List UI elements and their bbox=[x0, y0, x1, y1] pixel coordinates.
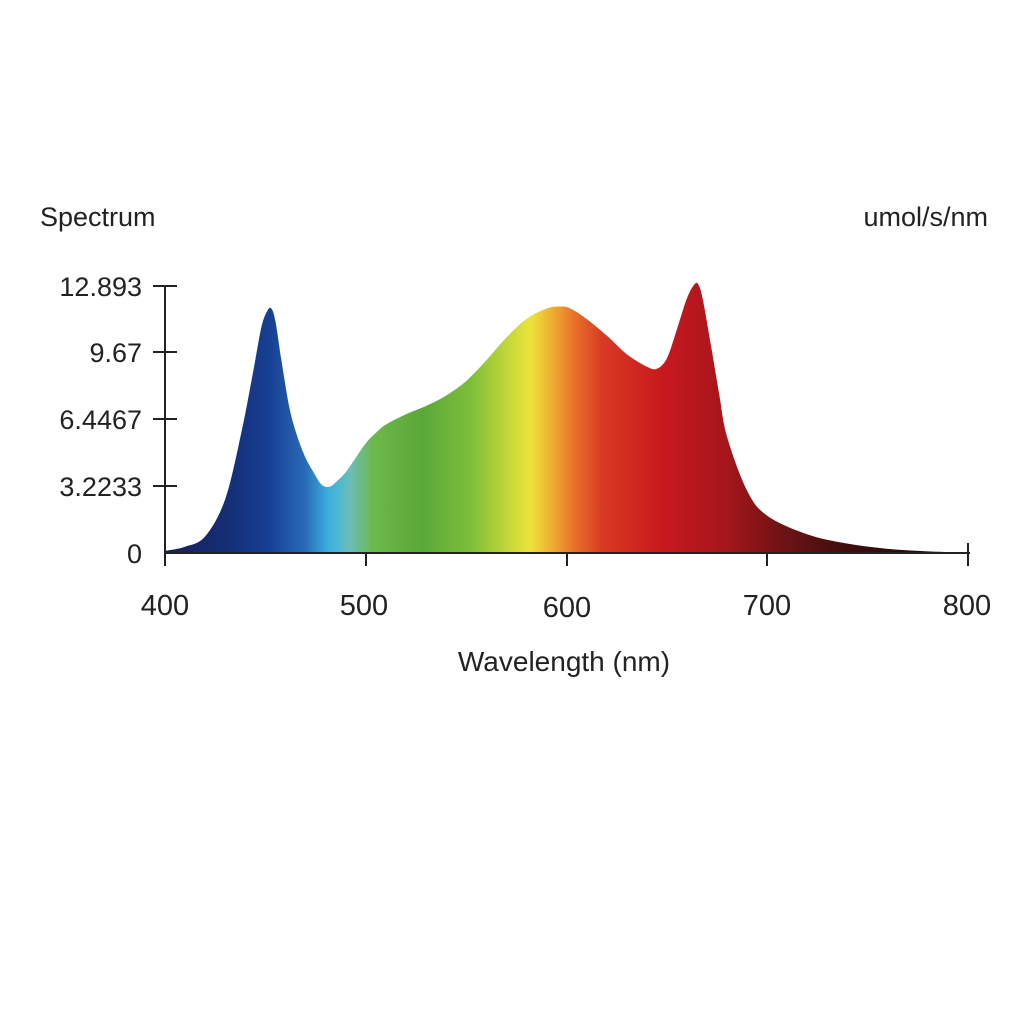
y-tick-label: 9.67 bbox=[89, 338, 142, 368]
spectrum-area bbox=[165, 282, 968, 553]
y-tick-label: 3.2233 bbox=[59, 472, 142, 502]
y-tick-label: 6.4467 bbox=[59, 405, 142, 435]
y-ticks: 12.893 9.67 6.4467 3.2233 0 bbox=[59, 272, 177, 569]
x-axis-title: Wavelength (nm) bbox=[458, 646, 670, 677]
x-tick-label: 400 bbox=[141, 590, 189, 622]
x-tick-label: 500 bbox=[340, 590, 388, 622]
chart-title: Spectrum bbox=[40, 202, 156, 232]
unit-label: umol/s/nm bbox=[863, 202, 988, 232]
x-tick-label: 800 bbox=[943, 590, 991, 622]
x-ticks: 400 500 600 700 800 bbox=[141, 543, 991, 624]
x-tick-label: 600 bbox=[543, 592, 591, 624]
y-tick-label: 12.893 bbox=[59, 272, 142, 302]
x-tick-label: 700 bbox=[743, 590, 791, 622]
y-tick-label: 0 bbox=[127, 539, 142, 569]
